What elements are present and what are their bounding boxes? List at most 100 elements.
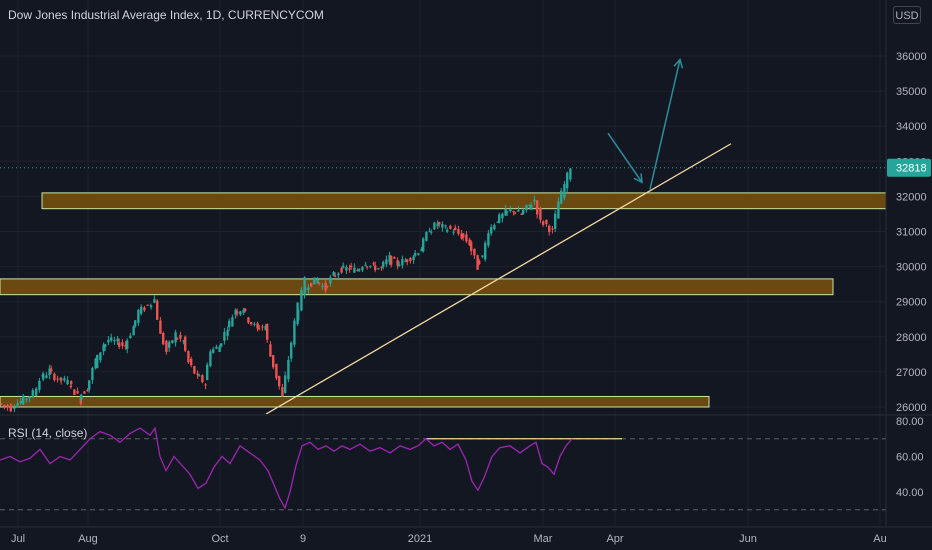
candle-body	[187, 351, 190, 363]
candle-body	[244, 308, 247, 311]
candle-body	[496, 221, 499, 223]
candle-body	[481, 255, 484, 257]
candle-body	[70, 381, 73, 385]
candle-body	[284, 375, 287, 393]
price-tick-label: 34000	[896, 121, 927, 133]
candle-body	[239, 311, 242, 315]
candle-body	[231, 317, 234, 327]
candle-body	[366, 266, 369, 268]
candle-body	[533, 199, 536, 202]
candle-body	[132, 326, 135, 336]
candle-body	[465, 234, 468, 242]
candle-body	[396, 260, 399, 266]
candle-body	[398, 264, 401, 267]
price-tick-label: 32000	[896, 191, 927, 203]
candle-body	[382, 261, 385, 267]
candle-body	[504, 208, 507, 216]
candle-body	[107, 339, 110, 343]
candle-body	[193, 366, 196, 374]
projection-down-arrow	[607, 132, 643, 183]
rsi-line	[0, 426, 573, 510]
candle-body	[48, 368, 51, 376]
candle-body	[297, 309, 300, 321]
candle-body	[143, 307, 146, 311]
candle-body	[345, 267, 348, 271]
currency-button[interactable]: USD	[893, 6, 921, 24]
candle-body	[266, 324, 269, 340]
candle-body	[250, 322, 253, 325]
candle-body	[340, 268, 343, 273]
candle-body	[388, 254, 391, 263]
time-tick-label: 9	[300, 533, 306, 545]
candle-body	[401, 259, 404, 266]
candle-body	[19, 400, 22, 404]
candle-body	[337, 273, 340, 276]
candle-body	[83, 391, 86, 394]
candle-body	[304, 288, 307, 291]
candle-body	[88, 380, 91, 390]
rsi-indicator-label[interactable]: RSI (14, close)	[8, 426, 88, 440]
candle-body	[196, 373, 199, 375]
candle-body	[509, 209, 512, 212]
projection-up-arrow-head	[673, 57, 684, 69]
candle-body	[63, 378, 66, 381]
candle-body	[198, 375, 201, 377]
candle-body	[146, 304, 149, 306]
candle-body	[13, 407, 16, 409]
candle-body	[204, 384, 207, 386]
candle-body	[153, 299, 156, 303]
candle-body	[307, 287, 310, 291]
candle-body	[206, 364, 209, 381]
candle-body	[539, 208, 542, 220]
candle-body	[438, 222, 441, 225]
candle-body	[22, 395, 25, 405]
candle-body	[253, 323, 256, 325]
candle-body	[176, 338, 179, 340]
candle-body	[140, 306, 143, 314]
candle-body	[226, 330, 229, 336]
candle-body	[149, 305, 152, 307]
last-price-tag	[887, 158, 931, 177]
candle-body	[0, 403, 3, 405]
candle-body	[372, 263, 375, 265]
time-tick-label: 2021	[408, 533, 432, 545]
candle-body	[428, 231, 431, 233]
grid-layer	[0, 0, 886, 526]
candle-body	[318, 282, 321, 284]
candle-body	[60, 378, 63, 381]
price-tick-label: 29000	[896, 297, 927, 309]
candle-body	[406, 259, 409, 262]
candle-body	[476, 255, 479, 270]
candle-body	[264, 325, 267, 330]
candle-body	[369, 265, 372, 267]
candle-body	[3, 405, 6, 407]
time-tick-label: Apr	[606, 533, 623, 545]
candle-body	[228, 320, 231, 328]
candle-body	[16, 403, 19, 408]
price-tick-label: 28000	[896, 332, 927, 344]
candle-body	[430, 231, 433, 233]
candle-body	[484, 242, 487, 260]
candle-body	[76, 391, 79, 394]
price-tick-label: 26000	[896, 402, 927, 414]
candle-body	[35, 388, 38, 396]
candle-body	[536, 200, 539, 215]
candle-body	[390, 255, 393, 265]
rsi-tick-label: 80.00	[896, 416, 924, 428]
candle-body	[478, 260, 481, 264]
candle-body	[272, 355, 275, 368]
candle-body	[261, 326, 264, 328]
candle-body	[25, 398, 28, 400]
candle-body	[342, 265, 345, 268]
candle-body	[129, 335, 132, 339]
candle-body	[422, 238, 425, 252]
candle-body	[414, 253, 417, 256]
chart-title: Dow Jones Industrial Average Index, 1D, …	[8, 8, 324, 22]
price-tick-label: 27000	[896, 367, 927, 379]
time-tick-label: Au	[873, 533, 886, 545]
price-tick-label: 35000	[896, 86, 927, 98]
candle-body	[514, 212, 517, 214]
candle-body	[234, 309, 237, 315]
candle-body	[220, 343, 223, 347]
